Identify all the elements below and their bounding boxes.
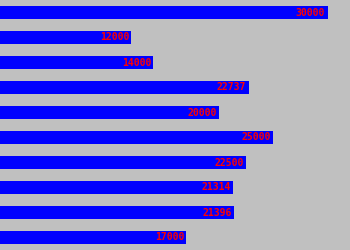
Bar (0, 30, 131, 44)
Bar (0, 156, 246, 170)
Text: 20000: 20000 (187, 108, 217, 118)
Text: 25000: 25000 (241, 132, 271, 142)
Text: 21314: 21314 (201, 182, 231, 192)
Bar (0, 56, 153, 69)
Text: 12000: 12000 (100, 32, 130, 42)
Bar (0, 180, 233, 194)
Text: 22737: 22737 (217, 82, 246, 92)
Bar (0, 230, 186, 244)
Bar (0, 6, 328, 20)
Bar (0, 106, 219, 120)
Bar (0, 130, 273, 144)
Text: 17000: 17000 (155, 232, 184, 242)
Text: 22500: 22500 (214, 158, 244, 168)
Bar (0, 206, 234, 220)
Bar (0, 80, 249, 94)
Text: 21396: 21396 (202, 208, 232, 218)
Text: 30000: 30000 (295, 8, 325, 18)
Text: 14000: 14000 (122, 58, 152, 68)
